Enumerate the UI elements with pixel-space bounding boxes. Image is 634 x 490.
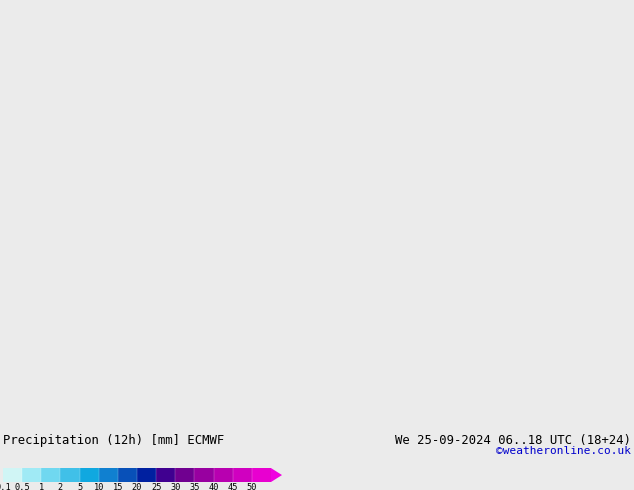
Text: We 25-09-2024 06..18 UTC (18+24): We 25-09-2024 06..18 UTC (18+24) [395,434,631,447]
Text: Precipitation (12h) [mm] ECMWF: Precipitation (12h) [mm] ECMWF [3,434,224,447]
Bar [214,468,233,482]
Text: 15: 15 [113,483,123,490]
Text: ©weatheronline.co.uk: ©weatheronline.co.uk [496,446,631,456]
Text: 10: 10 [93,483,104,490]
Bar [137,468,156,482]
Bar [233,468,252,482]
Bar [60,468,80,482]
Bar [22,468,41,482]
Polygon shape [271,468,282,482]
Text: 5: 5 [77,483,82,490]
Bar [99,468,118,482]
Text: 35: 35 [189,483,200,490]
Text: 45: 45 [228,483,238,490]
Bar [252,468,271,482]
Bar [118,468,137,482]
Text: 20: 20 [132,483,142,490]
Text: 50: 50 [247,483,257,490]
Bar [175,468,195,482]
Text: 30: 30 [170,483,181,490]
Bar [156,468,175,482]
Text: 0.5: 0.5 [15,483,30,490]
Text: 40: 40 [209,483,219,490]
Text: 1: 1 [39,483,44,490]
Bar [80,468,99,482]
Bar [41,468,60,482]
Text: 0.1: 0.1 [0,483,11,490]
Text: 25: 25 [151,483,162,490]
Bar [3,468,22,482]
Bar [195,468,214,482]
Text: 2: 2 [58,483,63,490]
